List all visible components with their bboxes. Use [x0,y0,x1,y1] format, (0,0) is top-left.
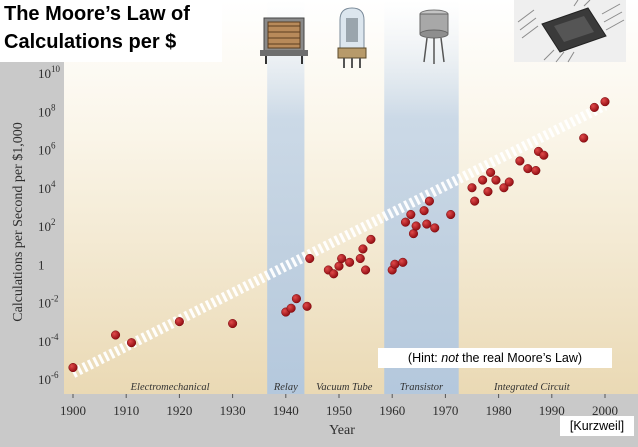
data-point-28 [424,196,434,206]
relay-icon [260,17,308,64]
y-tick-label: 10-4 [38,332,59,349]
data-point-27 [422,219,432,229]
data-point-8 [302,301,312,311]
integrated-circuit-icon [514,0,626,63]
y-tick-label: 108 [38,102,56,119]
data-point-3 [174,317,184,327]
data-point-1 [111,330,121,340]
y-axis: 1010 108 106 104 102 1 10-2 10-4 10-6 [38,64,61,387]
x-tick-label: 1930 [220,403,246,418]
data-point-40 [523,164,533,174]
hint-prefix: (Hint: [407,351,442,365]
y-tick-label: 1010 [38,64,61,81]
data-point-17 [361,265,371,275]
data-point-37 [499,183,509,193]
data-point-18 [366,234,376,244]
data-point-12 [334,261,344,271]
title-box: The Moore’s Law of Calculations per $ [0,0,222,62]
data-point-43 [539,150,549,160]
data-point-16 [358,244,368,254]
y-tick-label: 1 [38,257,45,272]
x-tick-label: 1910 [113,403,139,418]
data-point-41 [531,165,541,176]
data-point-4 [228,318,238,329]
data-point-22 [400,217,411,227]
data-point-29 [430,223,440,233]
data-point-34 [483,187,493,197]
y-tick-label: 10-2 [38,294,59,311]
y-tick-label: 10-6 [38,370,59,387]
data-points [68,97,610,373]
era-label-4: Integrated Circuit [493,382,571,393]
data-point-26 [419,206,429,216]
data-point-31 [467,183,477,193]
x-tick-label: 1980 [486,403,512,418]
x-tick-label: 1990 [539,403,565,418]
data-point-32 [470,196,480,206]
data-point-25 [411,221,421,231]
hint-emphasis: not [441,351,459,365]
x-axis: 1900 1910 1920 1930 1940 1950 1960 1970 1980 1990… [60,394,618,418]
era-label-1: Relay [273,382,298,393]
bottom-margin [0,394,638,442]
y-tick-label: 104 [38,179,56,196]
era-label-0: Electromechanical [130,382,210,393]
slide-title-line-2: Calculations per $ [4,31,177,53]
x-tick-label: 1900 [60,403,86,418]
era-bands [267,0,459,394]
data-point-39 [515,156,525,166]
data-point-9 [305,253,315,264]
data-point-30 [446,209,456,220]
data-point-45 [589,102,599,112]
data-point-2 [126,338,137,348]
x-tick-label: 2000 [592,403,618,418]
x-tick-label: 1920 [166,403,192,418]
data-point-23 [406,209,416,220]
transistor-icon [419,9,449,64]
data-point-7 [291,294,301,304]
era-label-3: Transistor [400,382,444,393]
data-point-46 [600,97,610,107]
y-axis-label: Calculations per Second per $1,000 [11,122,26,321]
data-point-21 [398,257,408,267]
data-point-15 [355,253,365,264]
y-tick-label: 102 [38,217,56,234]
x-axis-label: Year [329,423,355,438]
x-tick-label: 1960 [379,403,405,418]
data-point-11 [329,269,339,279]
x-tick-label: 1950 [326,403,352,418]
data-point-36 [491,175,501,185]
y-tick-label: 106 [38,141,56,158]
x-tick-label: 1940 [273,403,299,418]
hint-note: (Hint: not the real Moore’s Law) [378,348,612,368]
data-point-14 [345,257,355,267]
slide-title-line-1: The Moore’s Law of [4,3,190,25]
data-point-0 [68,362,78,373]
left-margin [0,0,64,442]
source-credit: [Kurzweil] [560,416,634,436]
data-point-24 [408,229,419,239]
era-label-2: Vacuum Tube [316,382,373,393]
data-point-44 [579,133,589,143]
data-point-38 [504,177,514,187]
era-band-1 [267,0,305,394]
data-point-33 [478,175,488,185]
data-point-13 [337,253,347,264]
era-labels: Electromechanical Relay Vacuum Tube Transis… [130,382,571,393]
data-point-20 [390,259,400,269]
data-point-35 [486,167,496,177]
vacuum-tube-icon [337,7,367,68]
hint-suffix: the real Moore’s Law) [458,351,583,365]
data-point-6 [286,303,296,313]
x-tick-label: 1970 [432,403,458,418]
